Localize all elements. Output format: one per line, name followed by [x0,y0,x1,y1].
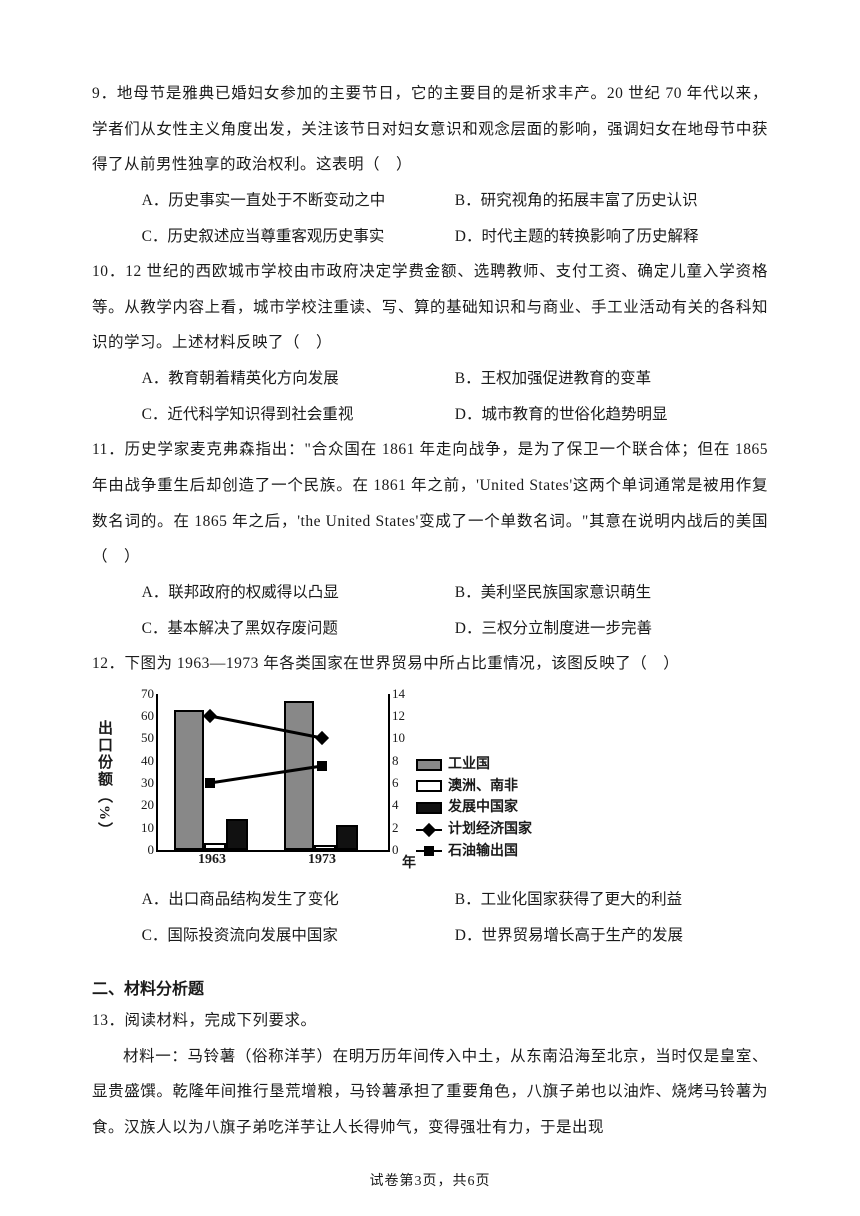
ytick-70: 70 [128,686,154,702]
q12-options: A．出口商品结构发生了变化 B．工业化国家获得了更大的利益 C．国际投资流向发展… [142,882,768,953]
q9-options: A．历史事实一直处于不断变动之中 B．研究视角的拓展丰富了历史认识 C．历史叙述… [142,183,768,254]
q10-c[interactable]: C．近代科学知识得到社会重视 [142,397,455,433]
q9-d[interactable]: D．时代主题的转换影响了历史解释 [455,219,768,255]
q9-c[interactable]: C．历史叙述应当尊重客观历史事实 [142,219,455,255]
yrtick-8: 8 [392,753,399,769]
swatch-industrial-icon [416,759,442,771]
q10-a[interactable]: A．教育朝着精英化方向发展 [142,361,455,397]
q9-stem: 9．地母节是雅典已婚妇女参加的主要节日，它的主要目的是祈求丰产。20 世纪 70… [92,76,768,183]
chart-legend: 工业国 澳洲、南非 发展中国家 计划经济国家 石油输出国 [416,754,532,862]
yrtick-12: 12 [392,708,405,724]
ytick-30: 30 [128,775,154,791]
xlabel-1963: 1963 [198,852,226,868]
legend-aus-sa: 澳洲、南非 [448,776,518,798]
q12-b[interactable]: B．工业化国家获得了更大的利益 [455,882,768,918]
q13-material-1: 材料一：马铃薯（俗称洋芋）在明万历年间传入中土，从东南沿海至北京，当时仅是皇室、… [92,1039,768,1146]
trade-chart: 出口份额（%） 0 10 20 30 40 50 60 70 0 2 4 6 8… [98,688,538,880]
page-footer: 试卷第3页，共6页 [0,1170,860,1190]
yrtick-4: 4 [392,797,399,813]
q11-c[interactable]: C．基本解决了黑奴存废问题 [142,611,455,647]
chart-ylabel: 出口份额（%） [94,720,115,839]
section-2-title: 二、材料分析题 [92,975,768,999]
ytick-60: 60 [128,708,154,724]
q12-c[interactable]: C．国际投资流向发展中国家 [142,918,455,954]
q9-b[interactable]: B．研究视角的拓展丰富了历史认识 [455,183,768,219]
marker-oil-1963 [205,778,215,788]
q12-a[interactable]: A．出口商品结构发生了变化 [142,882,455,918]
q11-a[interactable]: A．联邦政府的权威得以凸显 [142,575,455,611]
ytick-20: 20 [128,797,154,813]
q10-options: A．教育朝着精英化方向发展 B．王权加强促进教育的变革 C．近代科学知识得到社会… [142,361,768,432]
q11-options: A．联邦政府的权威得以凸显 B．美利坚民族国家意识萌生 C．基本解决了黑奴存废问… [142,575,768,646]
swatch-oil-icon [416,850,442,852]
chart-plot [156,694,390,852]
legend-planned: 计划经济国家 [448,819,532,841]
q12-d[interactable]: D．世界贸易增长高于生产的发展 [455,918,768,954]
q10-d[interactable]: D．城市教育的世俗化趋势明显 [455,397,768,433]
xlabel-unit: 年 [402,852,416,872]
q10-b[interactable]: B．王权加强促进教育的变革 [455,361,768,397]
legend-industrial: 工业国 [448,754,490,776]
q10-stem: 10．12 世纪的西欧城市学校由市政府决定学费金额、选聘教师、支付工资、确定儿童… [92,254,768,361]
q11-b[interactable]: B．美利坚民族国家意识萌生 [455,575,768,611]
ytick-0: 0 [128,842,154,858]
q11-d[interactable]: D．三权分立制度进一步完善 [455,611,768,647]
q9-a[interactable]: A．历史事实一直处于不断变动之中 [142,183,455,219]
xlabel-1973: 1973 [308,852,336,868]
marker-oil-1973 [317,761,327,771]
ytick-50: 50 [128,730,154,746]
swatch-planned-icon [416,829,442,831]
ytick-40: 40 [128,753,154,769]
chart-lines [156,694,388,850]
swatch-developing-icon [416,802,442,814]
yrtick-0: 0 [392,842,399,858]
legend-oil: 石油输出国 [448,841,518,863]
legend-developing: 发展中国家 [448,797,518,819]
swatch-aus-sa-icon [416,780,442,792]
q12-stem: 12．下图为 1963—1973 年各类国家在世界贸易中所占比重情况，该图反映了… [92,646,768,682]
yrtick-10: 10 [392,730,405,746]
ytick-10: 10 [128,820,154,836]
q11-stem: 11．历史学家麦克弗森指出："合众国在 1861 年走向战争，是为了保卫一个联合… [92,432,768,575]
q13-stem: 13．阅读材料，完成下列要求。 [92,1003,768,1039]
yrtick-14: 14 [392,686,405,702]
yrtick-2: 2 [392,820,399,836]
yrtick-6: 6 [392,775,399,791]
